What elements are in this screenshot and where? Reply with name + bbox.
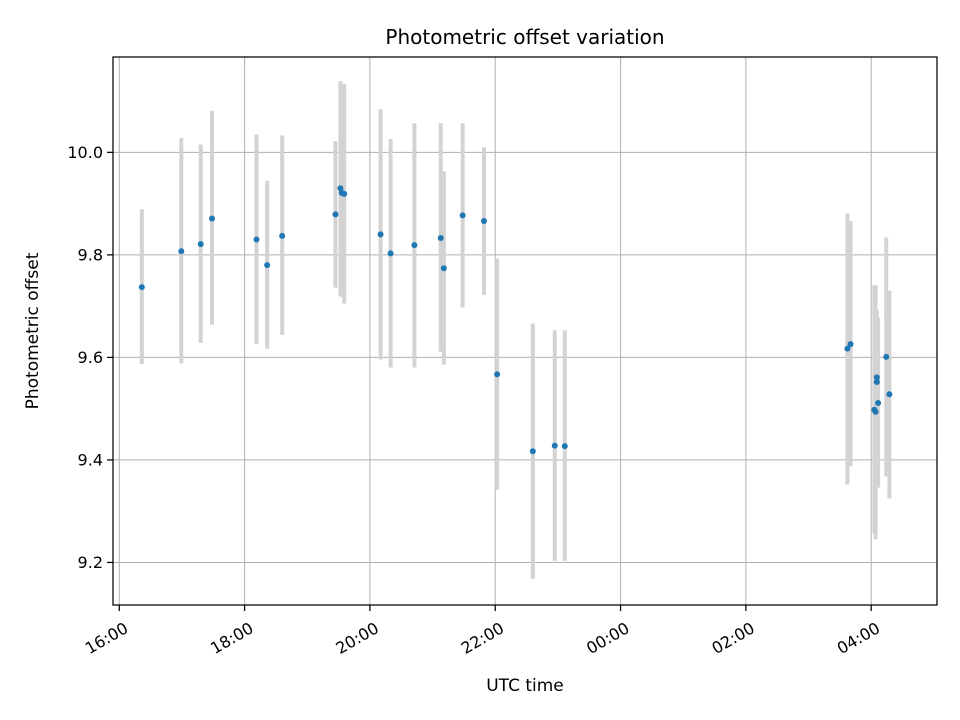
data-point [873, 374, 880, 381]
plot-frame [112, 56, 938, 606]
data-point [561, 443, 568, 450]
y-axis-title: Photometric offset [23, 252, 43, 409]
y-tick-label: 9.8 [78, 245, 103, 264]
data-point [440, 265, 447, 272]
data-point [437, 234, 444, 241]
data-point [341, 190, 348, 197]
data-point [411, 242, 418, 249]
data-point [178, 248, 185, 255]
data-points [138, 185, 893, 455]
data-point [253, 236, 260, 243]
data-point [377, 231, 384, 238]
data-point [873, 379, 880, 386]
data-point [337, 185, 344, 192]
data-point [494, 371, 501, 378]
data-point [209, 215, 216, 222]
grid-lines [113, 57, 937, 605]
data-point [875, 400, 882, 407]
y-tick-label: 9.6 [78, 348, 103, 367]
data-point [387, 250, 394, 257]
x-axis-title: UTC time [486, 676, 564, 696]
chart-title: Photometric offset variation [385, 25, 664, 49]
data-point [264, 262, 271, 269]
data-point [551, 442, 558, 449]
data-point [197, 241, 204, 248]
y-tick-label: 9.4 [78, 450, 103, 469]
data-point [459, 212, 466, 219]
data-point [872, 408, 879, 415]
data-point [883, 353, 890, 360]
data-point [847, 341, 854, 348]
data-point [279, 232, 286, 239]
data-point [886, 391, 893, 398]
data-point [844, 345, 851, 352]
data-point [480, 218, 487, 225]
y-tick-label: 9.2 [78, 553, 103, 572]
data-point [529, 448, 536, 455]
y-tick-label: 10.0 [67, 143, 103, 162]
data-point [138, 284, 145, 291]
data-point [332, 211, 339, 218]
